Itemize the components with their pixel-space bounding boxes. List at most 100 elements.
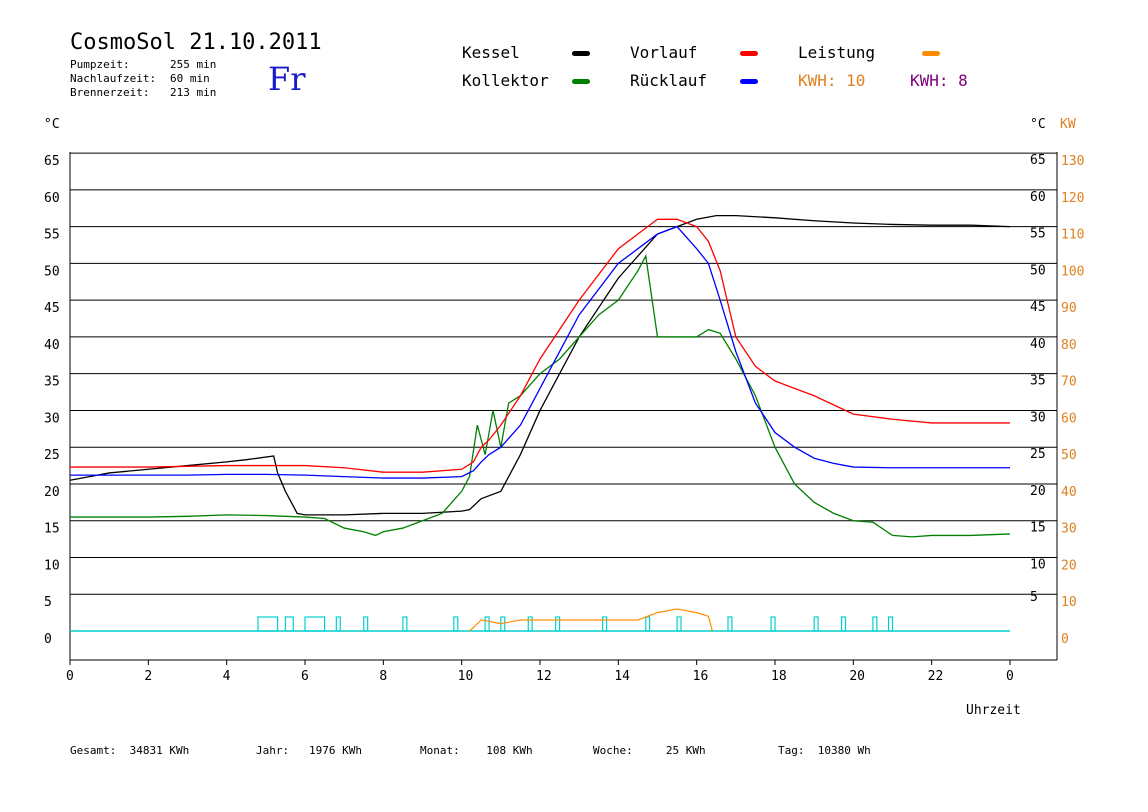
y-tick-label-left: 40 bbox=[44, 338, 60, 353]
footer-woche: Woche: 25 KWh bbox=[593, 744, 706, 757]
pump-pulse bbox=[453, 616, 459, 632]
legend-swatch-leistung bbox=[922, 51, 940, 56]
series-rücklauf bbox=[70, 225, 1010, 479]
y-axis-unit-kw: KW bbox=[1060, 117, 1076, 132]
y-tick-label-right: 50 bbox=[1030, 263, 1046, 278]
pump-pulse bbox=[813, 616, 819, 632]
y-tick-label-right: 30 bbox=[1030, 410, 1046, 425]
x-tick-label: 18 bbox=[771, 669, 787, 684]
stat-pumpzeit: Pumpzeit: 255 min bbox=[70, 58, 217, 71]
x-axis-label: Uhrzeit bbox=[966, 703, 1021, 718]
x-tick-label: 12 bbox=[536, 669, 552, 684]
y-tick-label-left: 30 bbox=[44, 411, 60, 426]
x-tick-label: 4 bbox=[223, 669, 231, 684]
y-tick-label-kw: 50 bbox=[1061, 448, 1077, 463]
legend-label-ruecklauf: Rücklauf bbox=[630, 71, 708, 90]
y-tick-label-kw: 30 bbox=[1061, 522, 1077, 537]
pump-pulse bbox=[645, 616, 651, 632]
y-tick-label-left: 55 bbox=[44, 228, 60, 243]
y-tick-label-left: 50 bbox=[44, 264, 60, 279]
series-leistung bbox=[469, 608, 713, 632]
y-axis-unit-left: °C bbox=[44, 117, 60, 132]
legend-swatch-vorlauf bbox=[740, 51, 758, 56]
pump-pulse bbox=[872, 616, 878, 632]
y-tick-label-kw: 60 bbox=[1061, 411, 1077, 426]
y-tick-label-kw: 110 bbox=[1061, 228, 1084, 243]
pump-pulse bbox=[727, 616, 733, 632]
y-tick-label-right: 35 bbox=[1030, 374, 1046, 389]
legend-swatch-kollektor bbox=[572, 79, 590, 84]
pump-pulse bbox=[555, 616, 561, 632]
page-title: CosmoSol 21.10.2011 bbox=[70, 30, 322, 55]
y-tick-label-kw: 100 bbox=[1061, 264, 1084, 279]
y-tick-label-left: 0 bbox=[44, 632, 52, 647]
x-tick-label: 6 bbox=[301, 669, 309, 684]
stat-brennerzeit: Brennerzeit: 213 min bbox=[70, 86, 217, 99]
footer-tag: Tag: 10380 Wh bbox=[778, 744, 871, 757]
pump-pulse bbox=[304, 616, 326, 632]
x-tick-label: 20 bbox=[849, 669, 865, 684]
weekday-label: Fr bbox=[268, 60, 306, 98]
y-tick-label-right: 5 bbox=[1030, 590, 1038, 605]
pump-pulse bbox=[402, 616, 408, 632]
y-tick-label-left: 20 bbox=[44, 485, 60, 500]
y-tick-label-right: 65 bbox=[1030, 153, 1046, 168]
y-tick-label-kw: 80 bbox=[1061, 338, 1077, 353]
y-tick-label-kw: 20 bbox=[1061, 558, 1077, 573]
x-tick-label: 2 bbox=[144, 669, 152, 684]
pump-pulse bbox=[484, 616, 490, 632]
pump-pulse bbox=[887, 616, 894, 632]
pump-pulse bbox=[840, 616, 847, 632]
y-tick-label-kw: 120 bbox=[1061, 191, 1084, 206]
footer-monat: Monat: 108 KWh bbox=[420, 744, 533, 757]
series-kollektor bbox=[70, 253, 1011, 538]
y-tick-label-left: 25 bbox=[44, 448, 60, 463]
y-tick-label-right: 55 bbox=[1030, 227, 1046, 242]
legend-swatch-ruecklauf bbox=[740, 79, 758, 84]
x-tick-label: 0 bbox=[1006, 669, 1014, 684]
pump-pulse bbox=[770, 616, 776, 632]
legend-label-kessel: Kessel bbox=[462, 43, 520, 62]
y-tick-label-kw: 130 bbox=[1061, 154, 1084, 169]
x-tick-label: 10 bbox=[458, 669, 474, 684]
pump-pulse bbox=[676, 616, 682, 632]
y-tick-label-right: 15 bbox=[1030, 521, 1046, 536]
y-tick-label-left: 5 bbox=[44, 595, 52, 610]
x-tick-label: 0 bbox=[66, 669, 74, 684]
x-tick-label: 16 bbox=[693, 669, 709, 684]
kwh-value-2: KWH: 8 bbox=[910, 71, 968, 90]
legend-swatch-kessel bbox=[572, 51, 590, 56]
y-tick-label-left: 45 bbox=[44, 301, 60, 316]
footer-jahr: Jahr: 1976 KWh bbox=[256, 744, 362, 757]
pump-pulse bbox=[257, 616, 279, 632]
y-axis-unit-right: °C bbox=[1030, 117, 1046, 132]
y-tick-label-right: 45 bbox=[1030, 300, 1046, 315]
legend-label-kollektor: Kollektor bbox=[462, 71, 549, 90]
y-tick-label-left: 65 bbox=[44, 154, 60, 169]
y-tick-label-kw: 90 bbox=[1061, 301, 1077, 316]
y-tick-label-left: 10 bbox=[44, 558, 60, 573]
pump-pulse bbox=[527, 616, 533, 632]
footer-gesamt: Gesamt: 34831 KWh bbox=[70, 744, 190, 757]
y-tick-label-kw: 10 bbox=[1061, 595, 1077, 610]
x-tick-label: 8 bbox=[379, 669, 387, 684]
x-tick-label: 22 bbox=[928, 669, 944, 684]
series-vorlauf bbox=[70, 218, 1010, 473]
pump-pulse bbox=[284, 616, 294, 632]
y-tick-label-right: 10 bbox=[1030, 557, 1046, 572]
pump-pulse bbox=[335, 616, 341, 632]
stat-nachlaufzeit: Nachlaufzeit: 60 min bbox=[70, 72, 210, 85]
y-tick-label-right: 60 bbox=[1030, 190, 1046, 205]
y-tick-label-left: 60 bbox=[44, 191, 60, 206]
y-tick-label-left: 15 bbox=[44, 522, 60, 537]
series-kessel bbox=[69, 214, 1011, 516]
kwh-value-1: KWH: 10 bbox=[798, 71, 866, 90]
legend-label-leistung: Leistung bbox=[798, 43, 876, 62]
y-tick-label-right: 25 bbox=[1030, 447, 1046, 462]
pump-pulse bbox=[363, 616, 369, 632]
y-tick-label-left: 35 bbox=[44, 375, 60, 390]
legend-label-vorlauf: Vorlauf bbox=[630, 43, 698, 62]
pump-pulse bbox=[602, 616, 608, 632]
y-tick-label-right: 20 bbox=[1030, 484, 1046, 499]
